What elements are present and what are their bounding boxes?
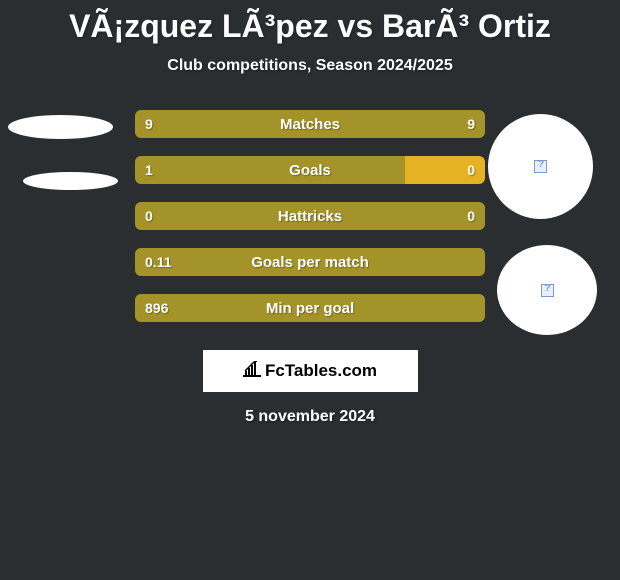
stat-right-value	[475, 248, 485, 276]
placeholder-icon	[534, 160, 547, 173]
right-avatar-1	[488, 114, 593, 219]
stat-left-value: 1	[135, 156, 405, 184]
stat-label: Matches	[280, 116, 340, 133]
stat-label: Min per goal	[266, 300, 354, 317]
stat-label: Goals per match	[251, 254, 369, 271]
footer-logo-text: FcTables.com	[265, 361, 377, 381]
stat-label: Goals	[289, 162, 331, 179]
chart-icon	[243, 361, 261, 382]
left-avatar-2	[23, 172, 118, 190]
stat-row: 00Hattricks	[135, 202, 485, 230]
page-subtitle: Club competitions, Season 2024/2025	[0, 57, 620, 75]
chart-container: VÃ¡zquez LÃ³pez vs BarÃ³ Ortiz Club comp…	[0, 0, 620, 426]
stat-row: 896Min per goal	[135, 294, 485, 322]
main-section: 99Matches 10 Goals 00Hattricks 0.11Goals per…	[0, 110, 620, 340]
stat-right-value: 0	[405, 156, 486, 184]
stat-right-value	[475, 294, 485, 322]
stat-row: 10 Goals	[135, 156, 485, 184]
left-avatar-1	[8, 115, 113, 139]
right-avatars	[490, 110, 620, 340]
right-avatar-2	[497, 245, 597, 335]
stat-row: 99Matches	[135, 110, 485, 138]
page-title: VÃ¡zquez LÃ³pez vs BarÃ³ Ortiz	[0, 0, 620, 45]
footer-date: 5 november 2024	[0, 408, 620, 426]
placeholder-icon	[541, 284, 554, 297]
bars-area: 99Matches 10 Goals 00Hattricks 0.11Goals per…	[130, 110, 490, 340]
left-avatars	[0, 110, 130, 340]
stat-label: Hattricks	[278, 208, 342, 225]
footer-logo: FcTables.com	[203, 350, 418, 392]
stat-row: 0.11Goals per match	[135, 248, 485, 276]
